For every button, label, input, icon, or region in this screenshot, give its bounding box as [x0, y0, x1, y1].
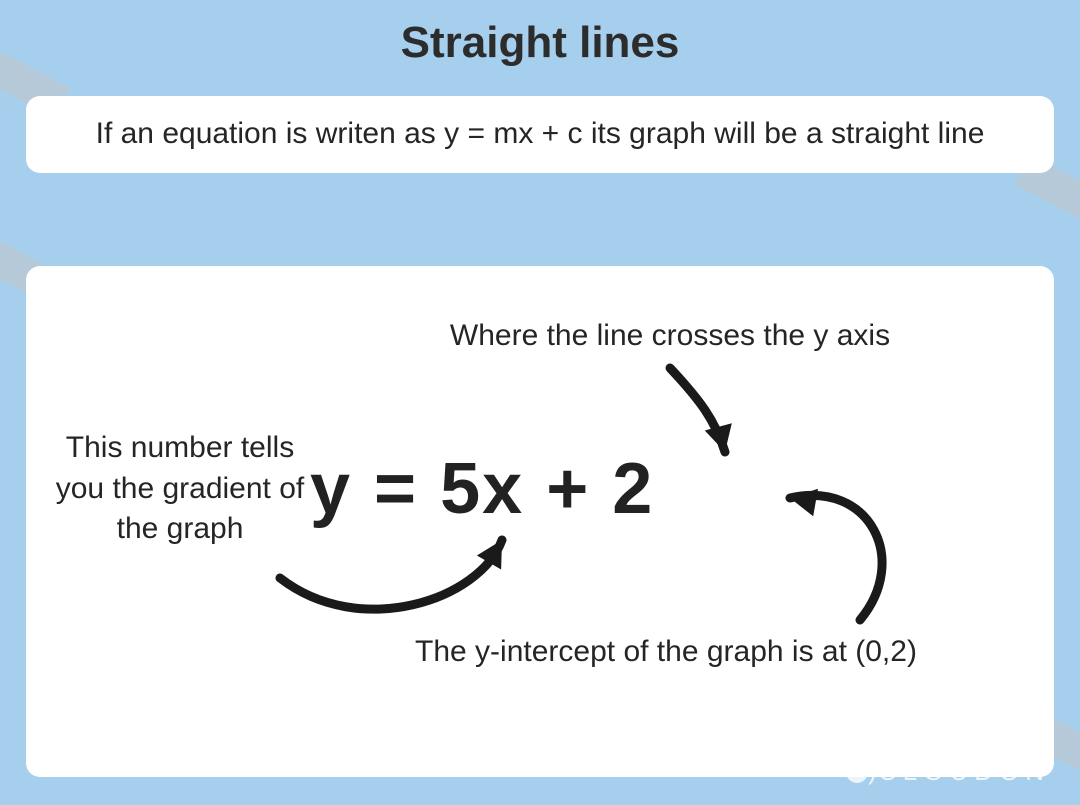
annotation-left: This number tells you the gradient of th…: [50, 428, 310, 550]
slide-title: Straight lines: [0, 18, 1080, 68]
watermark-icon: [846, 761, 868, 783]
annotation-bottom: The y-intercept of the graph is at (0,2): [346, 632, 986, 673]
equation-text: y = 5x + 2: [310, 448, 654, 530]
annotation-top: Where the line crosses the y axis: [380, 316, 960, 357]
intro-card: If an equation is writen as y = mx + c i…: [26, 96, 1054, 173]
intro-text: If an equation is writen as y = mx + c i…: [50, 114, 1030, 155]
watermark: CLOUDON: [846, 756, 1050, 787]
watermark-text: CLOUDON: [878, 756, 1050, 786]
